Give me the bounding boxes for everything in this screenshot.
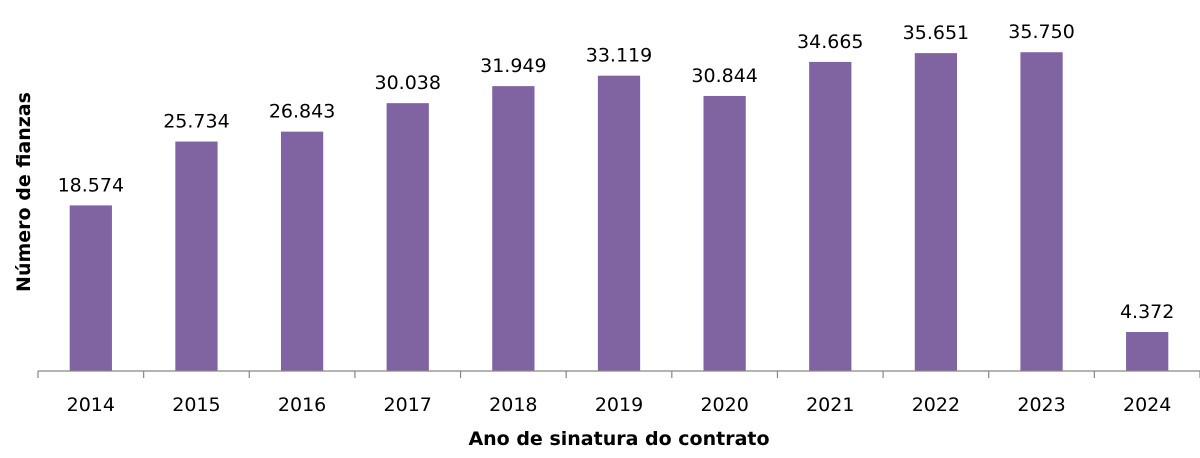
data-label-2014: 18.574 xyxy=(58,174,124,196)
bar-2014 xyxy=(69,205,112,371)
x-tick-label-2019: 2019 xyxy=(595,394,643,416)
data-label-2016: 26.843 xyxy=(269,101,335,123)
x-tick-label-2020: 2020 xyxy=(700,394,748,416)
x-tick-label-2017: 2017 xyxy=(384,394,432,416)
x-tick-label-2016: 2016 xyxy=(278,394,326,416)
bar-2020 xyxy=(703,95,746,371)
data-labels-group: 18.574 25.734 26.843 30.038 31.949 33.119 30.8… xyxy=(58,21,1175,323)
bar-2019 xyxy=(597,75,641,372)
x-axis-title: Ano de sinatura do contrato xyxy=(468,428,769,450)
x-tick-label-2024: 2024 xyxy=(1123,394,1171,416)
data-label-2021: 34.665 xyxy=(797,31,863,53)
data-label-2024: 4.372 xyxy=(1120,301,1174,323)
data-label-2015: 25.734 xyxy=(163,111,229,133)
data-label-2023: 35.750 xyxy=(1008,21,1074,43)
x-tick-label-2014: 2014 xyxy=(67,394,115,416)
x-tick-label-2023: 2023 xyxy=(1017,394,1065,416)
bar-2021 xyxy=(809,61,852,372)
bar-2017 xyxy=(386,103,429,371)
bar-2023 xyxy=(1020,52,1063,372)
bar-2016 xyxy=(280,131,324,371)
data-label-2018: 31.949 xyxy=(480,55,546,77)
x-tick-label-2022: 2022 xyxy=(912,394,960,416)
data-label-2022: 35.651 xyxy=(903,22,969,44)
bar-2018 xyxy=(492,86,535,372)
x-tick-label-2018: 2018 xyxy=(489,394,537,416)
x-tick-label-2015: 2015 xyxy=(172,394,220,416)
bar-2015 xyxy=(175,141,218,371)
bar-2024 xyxy=(1126,332,1169,371)
bar-2022 xyxy=(914,53,958,372)
y-axis-title: Número de fianzas xyxy=(13,92,35,292)
x-tick-label-2021: 2021 xyxy=(806,394,854,416)
data-label-2020: 30.844 xyxy=(691,65,757,87)
x-axis-ticks xyxy=(37,371,1200,378)
x-axis-tick-labels: 2014 2015 2016 2017 2018 2019 2020 2021 2022 2023… xyxy=(67,394,1172,416)
bars-group xyxy=(69,52,1169,372)
data-label-2017: 30.038 xyxy=(374,72,440,94)
data-label-2019: 33.119 xyxy=(586,45,652,67)
